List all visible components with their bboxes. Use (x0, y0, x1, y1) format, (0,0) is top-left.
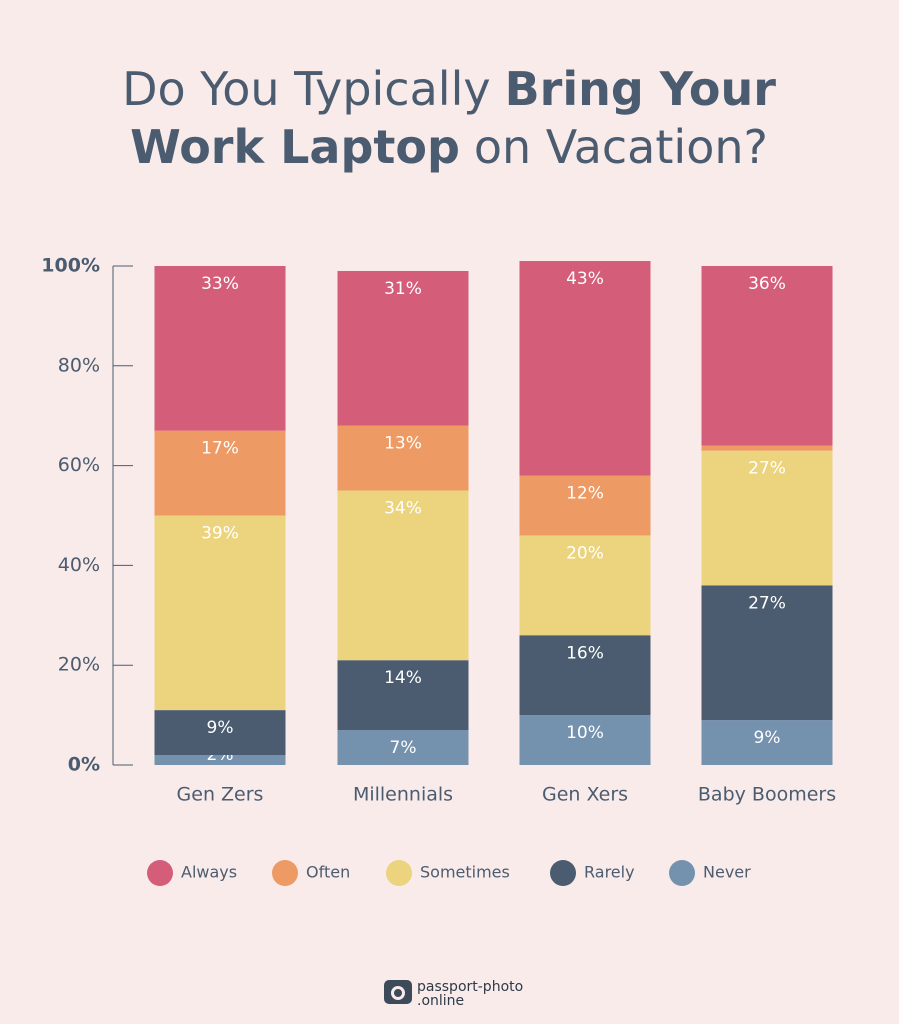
data-label: 13% (384, 434, 422, 454)
data-label: 31% (384, 279, 422, 299)
bar-segment (701, 445, 833, 451)
data-label: 43% (566, 269, 604, 289)
bar-segment (337, 270, 469, 426)
data-label: 27% (748, 459, 786, 479)
y-tick-label: 20% (58, 654, 100, 676)
bar-segment (519, 715, 651, 765)
title-part: on Vacation? (474, 120, 768, 174)
legend-marker (386, 860, 412, 886)
data-label: 36% (748, 274, 786, 294)
data-label: 12% (566, 484, 604, 504)
y-tick-label: 100% (41, 255, 100, 277)
bar-segment (154, 755, 286, 765)
data-label: 10% (566, 723, 604, 743)
chart-title: Do You Typically Bring Your (122, 62, 776, 116)
data-label: 16% (566, 643, 604, 663)
logo: passport-photo .online (384, 979, 523, 1009)
x-tick-label: Gen Xers (542, 784, 628, 806)
bar-segment (701, 720, 833, 765)
legend-label: Rarely (584, 863, 635, 882)
data-label: 17% (201, 439, 239, 459)
title-part: Bring Your (505, 62, 777, 116)
data-label: 9% (754, 728, 781, 748)
data-label: 20% (566, 543, 604, 563)
y-tick-label: 60% (58, 454, 100, 476)
bar-segment (337, 425, 469, 491)
logo-lens-inner (394, 989, 402, 997)
bar-segment (519, 261, 651, 476)
bar-segment (154, 710, 286, 756)
data-label: 39% (201, 524, 239, 544)
title-part: Work Laptop (130, 120, 460, 174)
legend-marker (550, 860, 576, 886)
data-label: 14% (384, 668, 422, 688)
bar-segment (154, 266, 286, 431)
bar-segment (154, 430, 286, 516)
bar-segment (701, 266, 833, 446)
y-tick-label: 80% (58, 354, 100, 376)
logo-text: passport-photo (417, 979, 523, 995)
legend-marker (669, 860, 695, 886)
y-tick-label: 40% (58, 554, 100, 576)
bar-segment (337, 490, 469, 661)
chart-title: Work Laptop on Vacation? (130, 120, 768, 174)
data-label: 33% (201, 274, 239, 294)
data-label: 27% (748, 593, 786, 613)
legend-label: Never (703, 863, 751, 882)
legend-label: Always (181, 863, 237, 882)
x-tick-label: Baby Boomers (698, 784, 836, 806)
data-label: 7% (390, 738, 417, 758)
legend-marker (147, 860, 173, 886)
bar-segment (337, 660, 469, 731)
legend-label: Often (306, 863, 350, 882)
bar-segment (519, 635, 651, 716)
bar-segment (154, 515, 286, 711)
data-label: 9% (207, 718, 234, 738)
title-part: Do You Typically (122, 62, 491, 116)
data-label: 34% (384, 499, 422, 519)
legend-label: Sometimes (420, 863, 510, 882)
bar-segment (519, 535, 651, 636)
x-tick-label: Gen Zers (177, 784, 264, 806)
legend-marker (272, 860, 298, 886)
bar-segment (519, 475, 651, 536)
bar-segment (337, 730, 469, 765)
bar-segment (701, 585, 833, 721)
y-tick-label: 0% (68, 754, 100, 776)
logo-text: .online (417, 993, 464, 1009)
x-tick-label: Millennials (353, 784, 453, 806)
bar-segment (701, 450, 833, 586)
